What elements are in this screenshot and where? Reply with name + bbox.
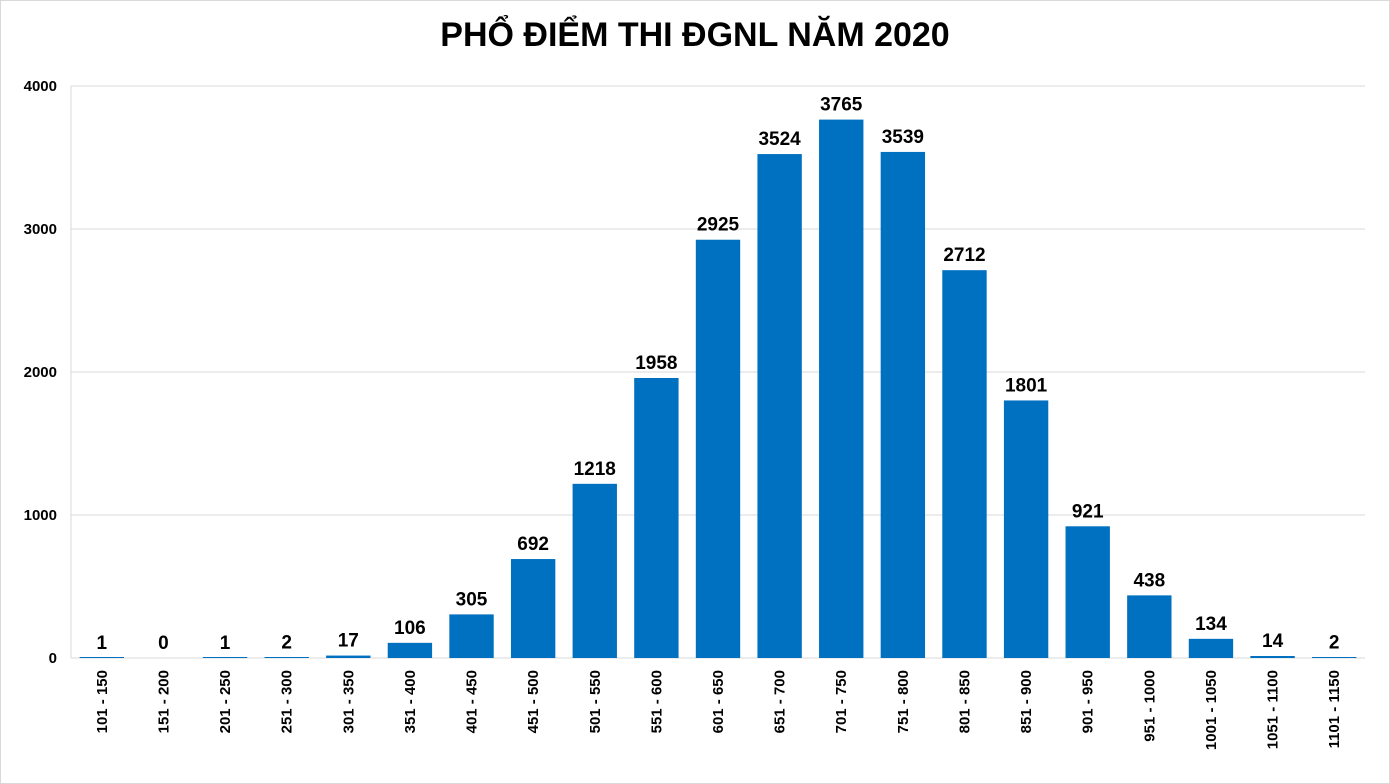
- x-tick-label: 401 - 450: [464, 670, 481, 733]
- data-label: 106: [394, 618, 426, 639]
- x-tick-label: 1051 - 1100: [1265, 670, 1282, 749]
- y-axis-ticks: 0 1000 2000 3000 4000: [24, 78, 57, 667]
- bar: [1188, 638, 1234, 658]
- x-tick-label: 1001 - 1050: [1203, 670, 1220, 750]
- x-tick-label: 901 - 950: [1080, 670, 1097, 733]
- bar: [1250, 655, 1295, 658]
- y-tick-label: 1000: [24, 507, 57, 524]
- bar: [942, 270, 987, 658]
- data-label: 305: [456, 589, 488, 610]
- bar: [1065, 526, 1110, 658]
- x-tick-label: 201 - 250: [217, 670, 234, 733]
- data-label: 1801: [1005, 375, 1048, 396]
- data-label: 3765: [820, 95, 863, 116]
- bar: [510, 559, 556, 658]
- x-tick-label: 701 - 750: [833, 670, 850, 733]
- data-label: 2925: [697, 215, 740, 236]
- bar: [79, 657, 124, 658]
- x-tick-label: 1101 - 1150: [1326, 670, 1343, 748]
- bar: [819, 119, 864, 659]
- x-tick-label: 101 - 150: [94, 670, 111, 733]
- data-label: 1: [97, 633, 108, 654]
- x-tick-label: 801 - 850: [956, 670, 973, 733]
- y-tick-label: 2000: [24, 364, 57, 381]
- data-label: 1958: [635, 353, 677, 374]
- bar: [634, 378, 679, 658]
- data-label: 3539: [882, 127, 924, 148]
- data-label: 3524: [758, 129, 801, 150]
- bar: [695, 239, 741, 658]
- x-tick-label: 601 - 650: [710, 670, 727, 733]
- bar: [449, 614, 494, 658]
- x-tick-label: 501 - 550: [587, 670, 604, 733]
- data-label: 17: [338, 631, 359, 652]
- x-tick-label: 151 - 200: [155, 670, 172, 733]
- data-labels: 1 0 1 2 17 106 305 692 1218 1958 2925 3524 3765 3539 2…: [97, 95, 1340, 654]
- y-tick-label: 0: [49, 650, 57, 667]
- bar: [1127, 595, 1172, 658]
- bar: [757, 154, 802, 658]
- x-tick-label: 751 - 800: [895, 670, 912, 733]
- data-label: 0: [158, 633, 169, 654]
- data-label: 2: [281, 633, 292, 654]
- x-tick-label: 301 - 350: [340, 670, 357, 733]
- data-label: 438: [1133, 570, 1165, 591]
- data-label: 14: [1262, 631, 1284, 652]
- bar: [387, 642, 433, 658]
- x-tick-label: 651 - 700: [772, 670, 789, 733]
- bars: [79, 119, 1357, 659]
- bar: [202, 657, 248, 658]
- bar: [572, 483, 617, 658]
- y-tick-label: 3000: [24, 221, 57, 238]
- data-label: 692: [517, 534, 549, 555]
- x-tick-label: 451 - 500: [525, 670, 542, 733]
- bar: [264, 657, 309, 658]
- bar: [1312, 657, 1357, 658]
- x-tick-label: 951 - 1000: [1141, 670, 1158, 742]
- data-label: 2712: [943, 245, 985, 266]
- bar: [880, 151, 926, 658]
- bar: [1003, 400, 1049, 658]
- x-tick-label: 851 - 900: [1018, 670, 1035, 733]
- x-tick-label: 351 - 400: [402, 670, 419, 733]
- data-label: 134: [1195, 614, 1227, 635]
- data-label: 1: [220, 633, 231, 654]
- data-label: 2: [1329, 633, 1340, 654]
- x-tick-label: 251 - 300: [279, 670, 296, 733]
- data-label: 921: [1072, 501, 1104, 522]
- x-tick-label: 551 - 600: [648, 670, 665, 733]
- data-label: 1218: [574, 459, 616, 480]
- y-tick-label: 4000: [24, 78, 57, 95]
- x-axis-labels: 101 - 150 151 - 200 201 - 250 251 - 300 301 …: [94, 670, 1343, 750]
- chart-title: PHỔ ĐIỂM THI ĐGNL NĂM 2020: [440, 16, 950, 54]
- bar: [326, 655, 371, 658]
